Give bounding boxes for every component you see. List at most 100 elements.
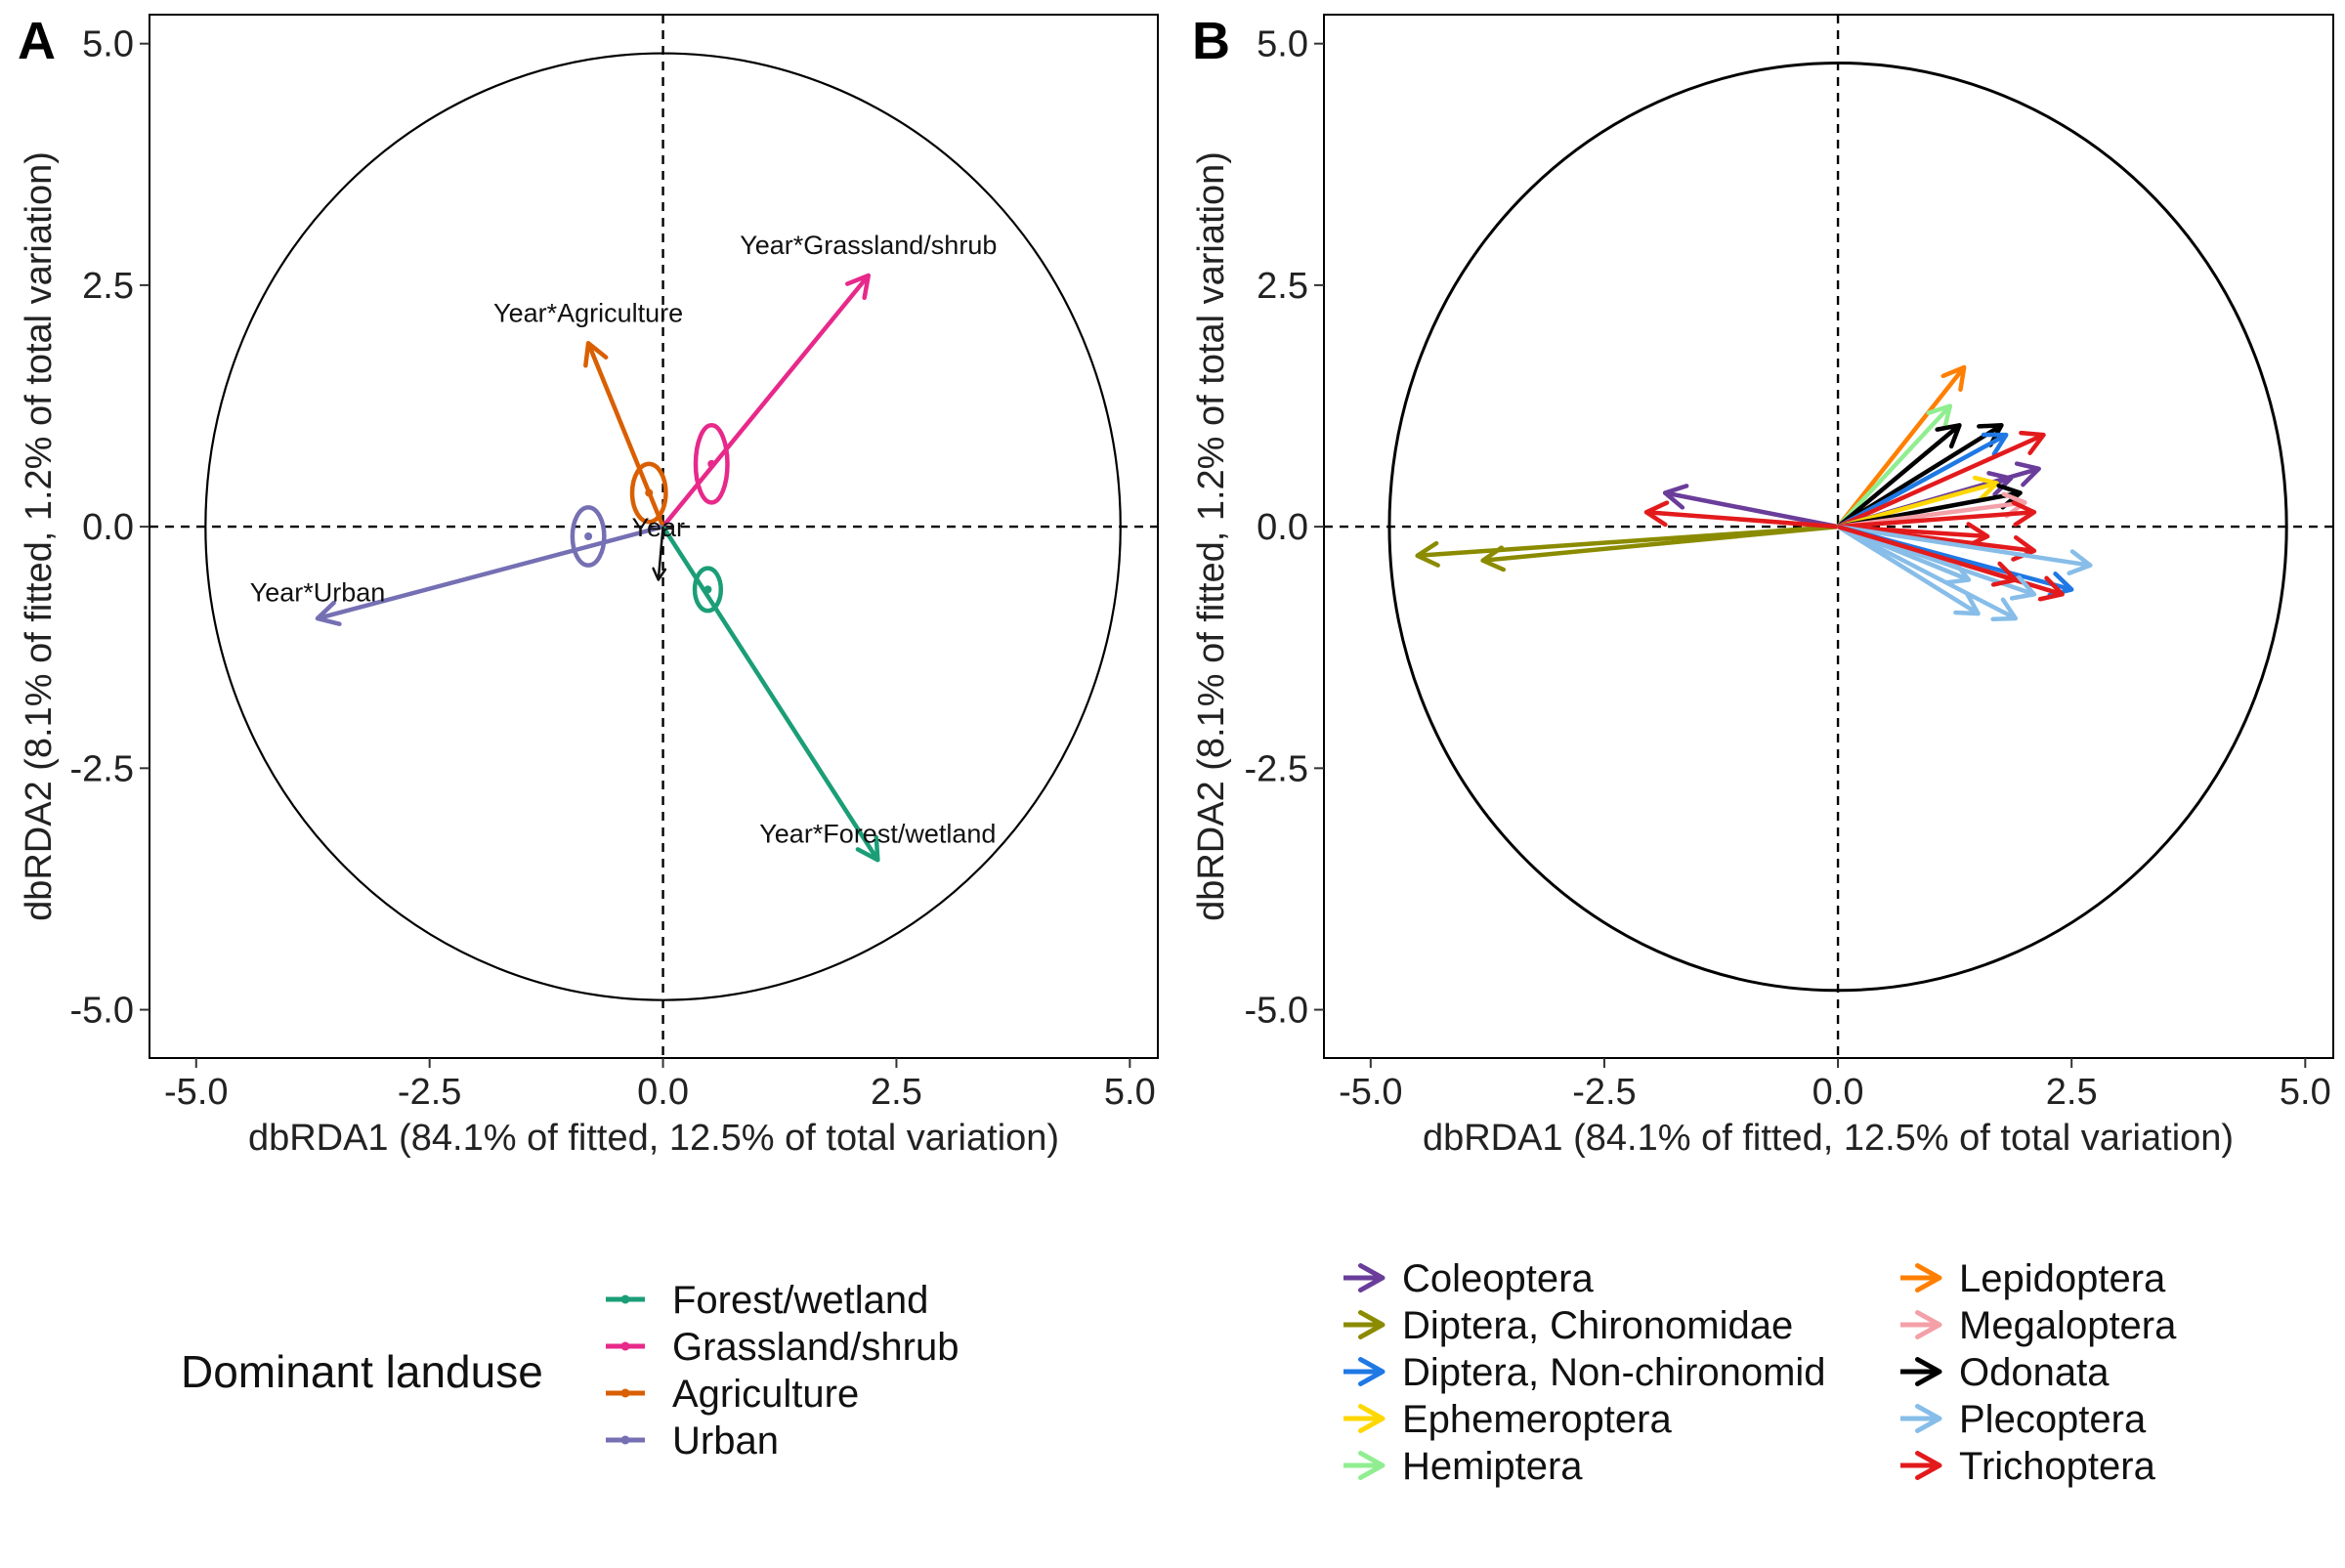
vector-label: Year*Urban <box>250 577 386 607</box>
legend-item: Forest/wetland <box>606 1279 928 1322</box>
x-tick-label: 2.5 <box>871 1072 922 1113</box>
correlation-circle <box>1387 61 2288 993</box>
legend-key-dot <box>620 1388 630 1398</box>
y-tick-label: -5.0 <box>70 991 134 1032</box>
x-tick-label: -5.0 <box>1339 1072 1402 1113</box>
confidence-ellipse <box>692 566 724 614</box>
taxon-vector <box>1836 403 1953 529</box>
landuse-vector <box>652 527 667 581</box>
legend-key-dot <box>620 1341 630 1351</box>
x-tick-label: -5.0 <box>164 1072 228 1113</box>
taxon-vector <box>1837 475 1999 530</box>
vector-label: Year*Agriculture <box>493 298 683 327</box>
taxon-vector <box>1836 432 2009 530</box>
legend-item: Megaloptera <box>1900 1304 2177 1347</box>
y-tick-label: 2.5 <box>1257 266 1308 307</box>
landuse-vector <box>661 273 872 529</box>
legend-item: Plecoptera <box>1900 1398 2147 1441</box>
y-tick-label: 0.0 <box>1257 507 1308 548</box>
legend-label: Grassland/shrub <box>672 1326 959 1369</box>
legend-label: Diptera, Non-chironomid <box>1402 1351 1826 1394</box>
x-tick-label: 0.0 <box>637 1072 689 1113</box>
taxon-vector <box>1836 423 1962 529</box>
taxon-vector <box>1836 364 1967 529</box>
vector-label: Year*Forest/wetland <box>759 819 996 848</box>
y-tick-label: -2.5 <box>1245 748 1308 789</box>
legend-label: Megaloptera <box>1959 1304 2177 1347</box>
panel-a-y-ticks: -5.0 -2.5 0.0 2.5 5.0 <box>70 24 149 1032</box>
legend-item: Lepidoptera <box>1900 1257 2166 1300</box>
legend-key-dot <box>620 1294 630 1304</box>
legend-item: Trichoptera <box>1900 1445 2156 1488</box>
legend-label: Forest/wetland <box>672 1279 928 1322</box>
legend-item: Odonata <box>1900 1351 2110 1394</box>
landuse-vector <box>661 525 880 863</box>
confidence-ellipse <box>629 461 668 525</box>
taxon-vector <box>1837 524 2019 587</box>
vector-label: Year <box>631 513 685 542</box>
taxon-vector <box>1837 500 2037 530</box>
legend-item: Diptera, Chironomidae <box>1343 1304 1793 1347</box>
panel-a-y-axis-title: dbRDA2 (8.1% of fitted, 1.2% of total va… <box>19 151 60 921</box>
panel-b-y-axis-title: dbRDA2 (8.1% of fitted, 1.2% of total va… <box>1191 151 1232 921</box>
taxon-vector <box>1837 525 1972 585</box>
x-tick-label: 2.5 <box>2046 1072 2098 1113</box>
legend-label: Plecoptera <box>1959 1398 2147 1441</box>
legend-item: Diptera, Non-chironomid <box>1343 1351 1826 1394</box>
landuse-vector <box>315 524 664 626</box>
panel-b-frame <box>1323 14 2334 1059</box>
legend-label: Trichoptera <box>1959 1445 2156 1488</box>
legend-label: Ephemeroptera <box>1402 1398 1672 1441</box>
taxon-vector <box>1837 524 2093 575</box>
x-tick-label: 0.0 <box>1812 1072 1864 1113</box>
legend-label: Lepidoptera <box>1959 1257 2166 1300</box>
legend-label: Diptera, Chironomidae <box>1402 1304 1793 1347</box>
panel-b-x-ticks: -5.0 -2.5 0.0 2.5 5.0 <box>1339 1058 2331 1113</box>
legend-item: Grassland/shrub <box>606 1326 959 1369</box>
legend-label: Coleoptera <box>1402 1257 1594 1300</box>
x-tick-label: 5.0 <box>2280 1072 2331 1113</box>
legend-dominant-landuse: Dominant landuse Forest/wetlandGrassland… <box>181 1279 959 1462</box>
panel-a-plot-area: Year*Grassland/shrub Year*Agriculture Year… <box>149 15 1158 1058</box>
confidence-ellipse <box>693 423 730 505</box>
x-tick-label: 5.0 <box>1104 1072 1156 1113</box>
confidence-ellipse <box>570 505 607 568</box>
x-tick-label: -2.5 <box>1572 1072 1636 1113</box>
y-tick-label: 5.0 <box>82 24 134 65</box>
panel-a: A Year*Grassland/shrubYear*AgricultureYe… <box>18 12 1159 1159</box>
legend-title: Dominant landuse <box>181 1346 543 1397</box>
legend-item: Agriculture <box>606 1373 859 1416</box>
panel-a-frame <box>149 14 1159 1059</box>
panel-b-letter: B <box>1192 12 1230 70</box>
y-tick-label: -2.5 <box>70 748 134 789</box>
y-tick-label: 0.0 <box>82 507 134 548</box>
legend-item: Coleoptera <box>1343 1257 1594 1300</box>
panel-a-x-ticks: -5.0 -2.5 0.0 2.5 5.0 <box>164 1058 1156 1113</box>
landuse-vector <box>583 340 665 528</box>
panel-a-x-axis-title: dbRDA1 (84.1% of fitted, 12.5% of total … <box>248 1118 1059 1159</box>
legend-key-dot <box>620 1435 630 1445</box>
legend-item: Urban <box>606 1420 779 1462</box>
x-tick-label: -2.5 <box>398 1072 461 1113</box>
group-centroid <box>584 532 593 540</box>
taxon-vector <box>1837 525 2019 622</box>
taxon-vector <box>1643 500 1839 530</box>
y-tick-label: -5.0 <box>1245 991 1308 1032</box>
taxon-vector <box>1837 430 2046 530</box>
y-tick-label: 2.5 <box>82 266 134 307</box>
y-tick-label: 5.0 <box>1257 24 1308 65</box>
legend-item: Hemiptera <box>1343 1445 1583 1488</box>
panel-b-plot-area <box>1324 15 2333 1058</box>
legend-label: Odonata <box>1959 1351 2110 1394</box>
panel-a-letter: A <box>18 12 56 70</box>
legend-item: Ephemeroptera <box>1343 1398 1672 1441</box>
legend-label: Agriculture <box>672 1373 859 1416</box>
vector-label: Year*Grassland/shrub <box>740 231 997 260</box>
taxon-vector <box>1662 484 1839 530</box>
legend-label: Urban <box>672 1420 779 1462</box>
taxon-vector <box>1480 524 1839 572</box>
panel-b-y-ticks: -5.0 -2.5 0.0 2.5 5.0 <box>1245 24 1324 1032</box>
